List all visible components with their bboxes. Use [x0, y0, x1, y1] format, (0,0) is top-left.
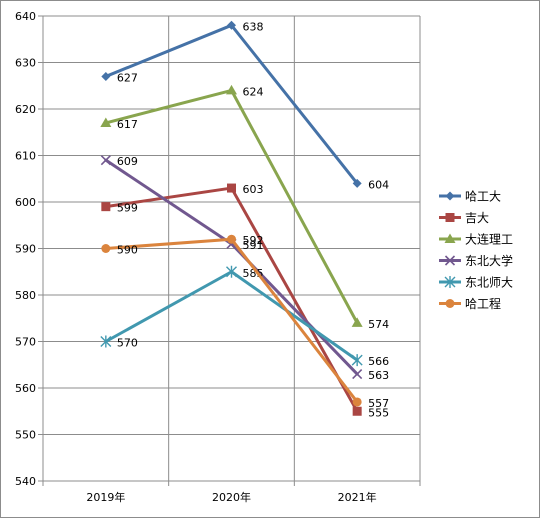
data-label: 604 [368, 178, 389, 191]
legend-label: 吉大 [465, 211, 489, 225]
data-label: 617 [117, 118, 138, 131]
y-tick-label: 630 [15, 57, 36, 70]
x-tick-label: 2020年 [212, 490, 251, 504]
data-label: 557 [368, 397, 389, 410]
data-point [227, 183, 236, 193]
x-tick-label: 2019年 [86, 490, 125, 504]
data-label: 603 [243, 183, 264, 196]
data-label: 591 [243, 239, 264, 252]
legend-label: 东北师大 [465, 276, 513, 290]
y-tick-label: 540 [15, 475, 36, 488]
data-label: 624 [243, 85, 264, 98]
data-label: 574 [368, 318, 389, 331]
y-tick-label: 570 [15, 336, 36, 349]
legend-label: 哈工大 [465, 190, 501, 204]
y-tick-label: 590 [15, 243, 36, 256]
y-tick-label: 610 [15, 150, 36, 163]
data-point [352, 368, 363, 380]
data-point [227, 234, 236, 244]
data-point [100, 117, 112, 127]
data-point [352, 178, 362, 188]
data-label: 609 [117, 155, 138, 168]
data-point [352, 406, 362, 416]
data-point [100, 155, 111, 166]
x-tick-label: 2021年 [338, 490, 377, 504]
data-label: 638 [243, 20, 264, 33]
legend-marker [445, 299, 455, 308]
data-label: 592 [243, 234, 264, 247]
data-point [101, 244, 111, 253]
legend-marker [444, 233, 456, 243]
data-point [226, 265, 237, 278]
data-point [226, 84, 237, 95]
y-tick-label: 550 [15, 429, 36, 442]
data-point [101, 71, 111, 81]
data-label: 599 [117, 202, 138, 215]
legend-marker [445, 191, 455, 201]
y-tick-label: 640 [15, 10, 36, 23]
data-point [227, 20, 236, 30]
y-tick-label: 600 [15, 196, 36, 209]
legend-label: 大连理工 [465, 232, 513, 247]
y-tick-label: 580 [15, 289, 36, 302]
legend-label: 东北大学 [465, 253, 513, 268]
data-label: 555 [368, 406, 389, 419]
data-point [352, 397, 362, 407]
y-tick-label: 620 [15, 103, 36, 116]
data-label: 570 [117, 337, 138, 350]
legend-marker [444, 255, 456, 266]
data-label: 590 [117, 244, 138, 257]
data-label: 563 [368, 369, 389, 382]
legend-marker [444, 276, 456, 288]
series-line [104, 186, 359, 413]
series-line [104, 23, 359, 185]
series-line [104, 88, 359, 325]
data-label: 627 [117, 71, 138, 84]
data-point [351, 317, 363, 327]
data-point [101, 202, 111, 212]
data-point [100, 335, 112, 348]
legend-marker [445, 213, 455, 222]
legend-label: 哈工程 [465, 296, 501, 311]
y-tick-label: 560 [15, 382, 36, 395]
data-label: 566 [368, 355, 389, 368]
data-label: 585 [243, 267, 264, 280]
data-point [351, 354, 363, 367]
